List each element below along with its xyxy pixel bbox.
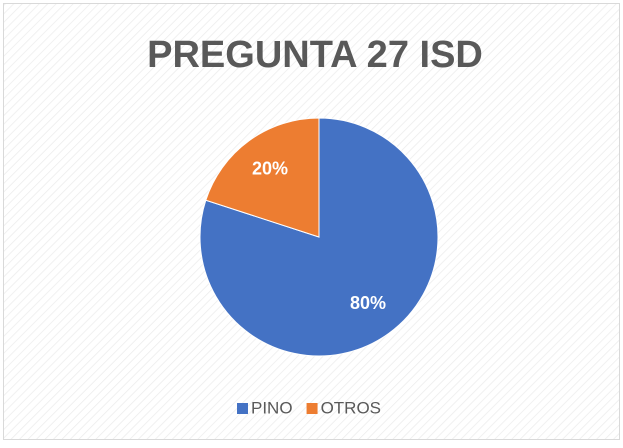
data-label: 80%	[350, 293, 386, 313]
pie-slice	[199, 117, 439, 357]
legend-label: PINO	[251, 398, 293, 417]
legend: PINO OTROS	[237, 398, 381, 417]
data-label: 20%	[252, 158, 288, 178]
pie-slice	[205, 117, 320, 238]
legend-swatch	[237, 403, 248, 414]
pie: 80% 20%	[199, 117, 439, 357]
legend-label: OTROS	[321, 398, 381, 417]
legend-swatch	[306, 403, 318, 414]
chart-title: PREGUNTA 27 ISD	[147, 34, 483, 76]
